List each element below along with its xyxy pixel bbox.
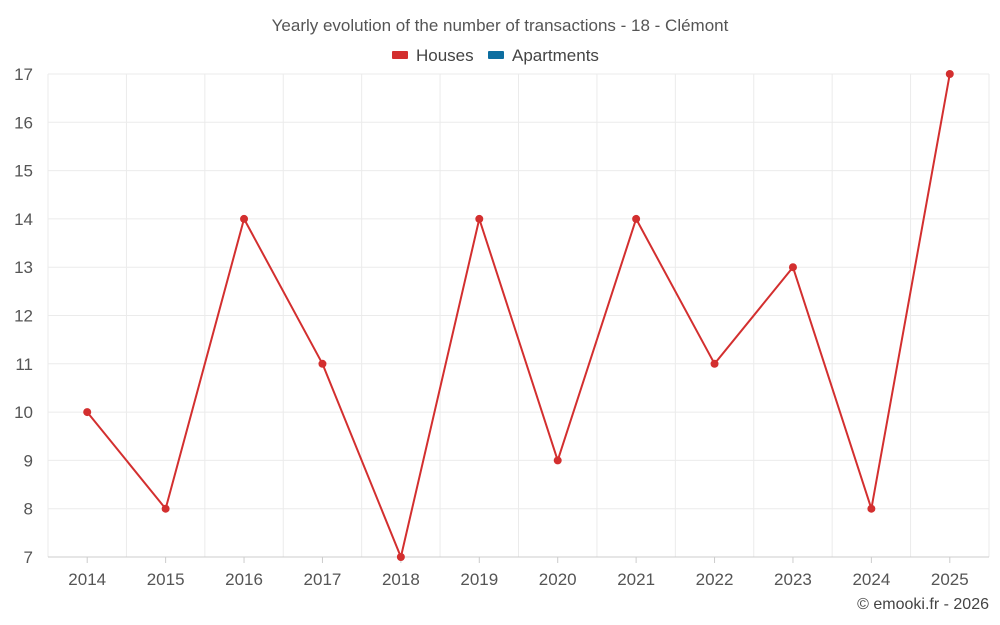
data-point[interactable] <box>318 359 327 368</box>
legend-item-apartments[interactable]: Apartments <box>488 46 599 65</box>
legend-swatch-houses <box>392 51 408 59</box>
data-point[interactable] <box>945 70 954 78</box>
y-tick-label: 7 <box>24 548 33 567</box>
data-point[interactable] <box>161 504 170 513</box>
x-tick-label: 2020 <box>539 570 577 589</box>
data-point[interactable] <box>475 214 484 223</box>
y-tick-label: 14 <box>14 210 33 229</box>
data-point[interactable] <box>83 408 92 417</box>
y-tick-label: 9 <box>24 451 33 470</box>
x-tick-label: 2024 <box>852 570 890 589</box>
x-tick-label: 2016 <box>225 570 263 589</box>
series-line-houses <box>86 73 951 558</box>
y-tick-label: 10 <box>14 403 33 422</box>
grid <box>47 73 990 557</box>
x-tick-label: 2022 <box>696 570 734 589</box>
series-houses <box>83 70 954 561</box>
legend-item-houses[interactable]: Houses <box>392 46 474 65</box>
data-point[interactable] <box>867 504 876 513</box>
data-point[interactable] <box>396 553 405 561</box>
y-tick-label: 16 <box>14 113 33 132</box>
y-tick-label: 13 <box>14 258 33 277</box>
legend-label-apartments: Apartments <box>512 46 599 65</box>
data-point[interactable] <box>553 456 562 465</box>
x-tick-label: 2025 <box>931 570 969 589</box>
data-point[interactable] <box>240 214 249 223</box>
data-point[interactable] <box>632 214 641 223</box>
chart-title: Yearly evolution of the number of transa… <box>272 16 729 35</box>
x-tick-label: 2017 <box>304 570 342 589</box>
x-tick-label: 2019 <box>460 570 498 589</box>
legend: Houses Apartments <box>392 46 599 65</box>
x-tick-label: 2018 <box>382 570 420 589</box>
legend-label-houses: Houses <box>416 46 474 65</box>
y-tick-label: 12 <box>14 307 33 326</box>
credit-text: © emooki.fr - 2026 <box>857 596 989 613</box>
x-tick-label: 2021 <box>617 570 655 589</box>
x-tick-label: 2023 <box>774 570 812 589</box>
x-tick-label: 2014 <box>68 570 106 589</box>
data-point[interactable] <box>710 359 719 368</box>
axes: 7 8 9 10 11 12 13 14 15 16 17 2014 2015 2016 2017 2018 2… <box>14 65 989 589</box>
y-tick-label: 15 <box>14 162 33 181</box>
x-tick-label: 2015 <box>147 570 185 589</box>
y-tick-label: 11 <box>15 355 33 374</box>
y-tick-label: 17 <box>14 65 33 84</box>
data-point[interactable] <box>788 263 797 272</box>
y-tick-label: 8 <box>24 500 33 519</box>
legend-swatch-apartments <box>488 51 504 59</box>
